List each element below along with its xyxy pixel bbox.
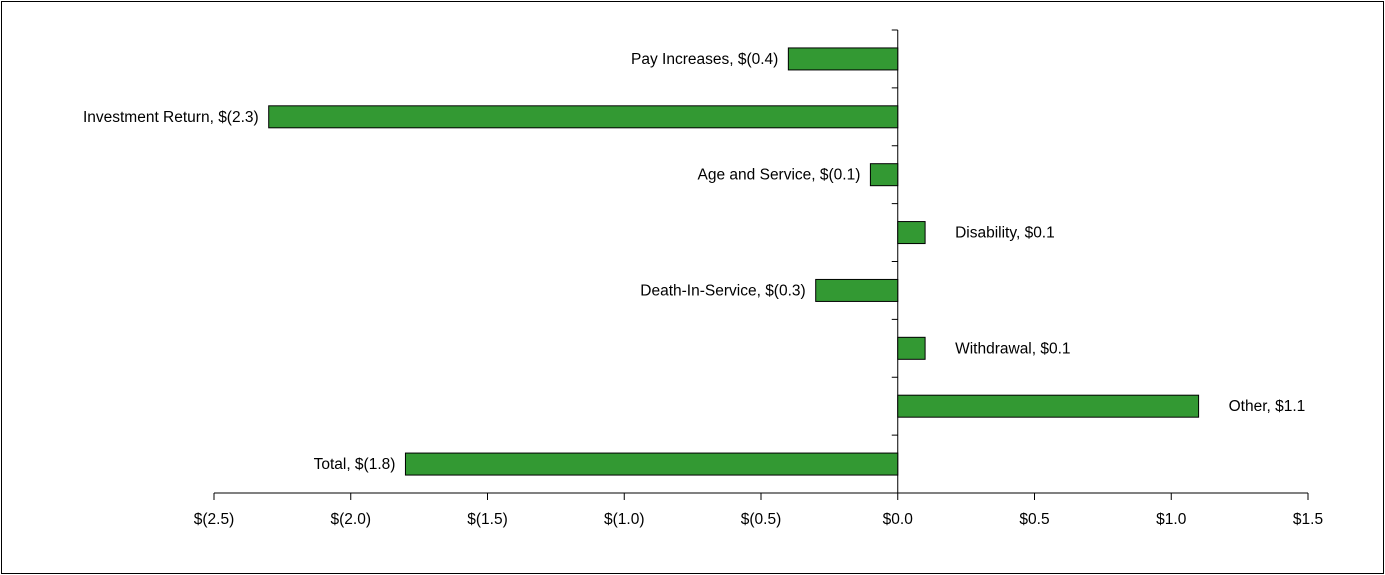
bar-investment-return [268, 105, 899, 129]
x-tick-label: $0.5 [1019, 511, 1049, 528]
data-labels: Pay Increases, $(0.4) Investment Return, … [83, 51, 1305, 473]
bar-total [404, 452, 899, 476]
x-tick-label: $(1.0) [604, 511, 645, 528]
bar-data-label: Withdrawal, $0.1 [955, 340, 1070, 357]
bar-data-label: Total, $(1.8) [314, 456, 396, 473]
bar-data-label: Death-In-Service, $(0.3) [640, 282, 805, 299]
bar-age-and-service [869, 163, 899, 187]
bar-disability [897, 221, 926, 245]
axes: $(2.5) $(2.0) $(1.5) $(1.0) $(0.5) $0.0 $0.5 $1… [194, 29, 1323, 528]
bar-withdrawal [897, 336, 926, 360]
x-tick-label: $0.0 [883, 511, 914, 528]
x-tick-label: $(1.5) [467, 511, 508, 528]
bar-data-label: Other, $1.1 [1229, 398, 1306, 415]
x-tick-label: $(0.5) [741, 511, 782, 528]
x-tick-label: $(2.5) [194, 511, 235, 528]
x-tick-label: $1.0 [1156, 511, 1187, 528]
bar-data-label: Investment Return, $(2.3) [83, 109, 259, 126]
bar-data-label: Disability, $0.1 [955, 225, 1055, 242]
bar-data-label: Pay Increases, $(0.4) [631, 51, 778, 68]
x-tick-label: $1.5 [1293, 511, 1323, 528]
bar-other [897, 394, 1200, 418]
bar-data-label: Age and Service, $(0.1) [698, 167, 861, 184]
x-tick-label: $(2.0) [331, 511, 372, 528]
bar-death-in-service [815, 278, 899, 302]
bar-pay-increases [787, 47, 899, 71]
bars [268, 47, 1200, 476]
